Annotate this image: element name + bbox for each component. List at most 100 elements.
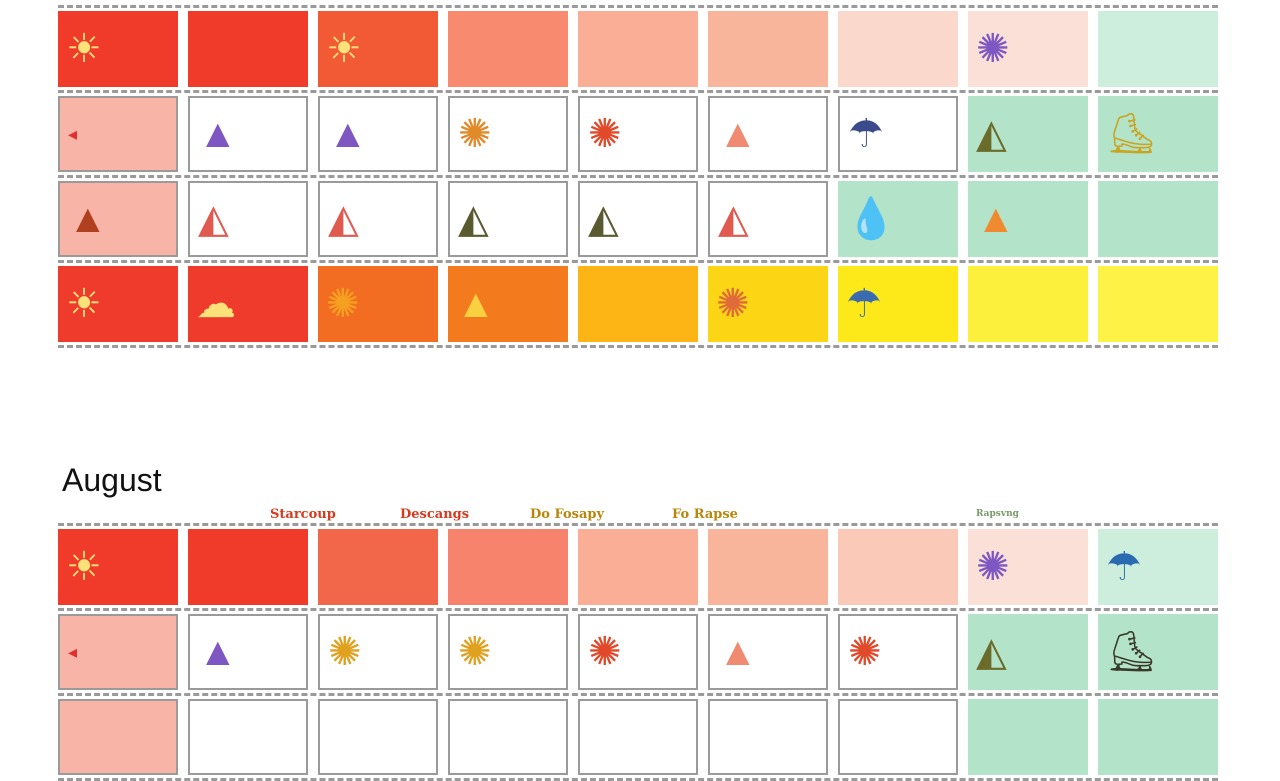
day-cell[interactable] <box>448 11 568 87</box>
day-cell[interactable]: ✺ <box>838 614 958 690</box>
day-cell[interactable]: ☀ <box>318 11 438 87</box>
blob-icon: ▲ <box>456 282 496 326</box>
day-cell[interactable] <box>708 699 828 775</box>
tent-icon: ◭ <box>718 197 749 241</box>
spark-icon: ✺ <box>458 112 492 156</box>
tiny-icon: ◂ <box>68 642 78 662</box>
tent-icon: ◭ <box>198 197 229 241</box>
day-cell[interactable]: ⛸ <box>1098 96 1218 172</box>
day-cell[interactable]: ◭ <box>708 181 828 257</box>
day-cell[interactable] <box>708 11 828 87</box>
day-cell[interactable] <box>1098 699 1218 775</box>
day-cell[interactable]: ☂ <box>1098 529 1218 605</box>
day-cell[interactable]: ✺ <box>318 266 438 342</box>
day-cell[interactable]: ✺ <box>448 96 568 172</box>
day-cell[interactable] <box>708 529 828 605</box>
day-cell[interactable]: ✺ <box>448 614 568 690</box>
day-cell[interactable]: ◂ <box>58 96 178 172</box>
day-cell[interactable] <box>188 529 308 605</box>
calendar-row: ☀ ✺ ☂ <box>58 526 1218 611</box>
day-cell[interactable] <box>578 266 698 342</box>
day-cell[interactable]: ✺ <box>578 96 698 172</box>
calendar-row: ▲ ◭ ◭ ◭ ◭ ◭ 💧 ▲ <box>58 178 1218 263</box>
day-cell[interactable] <box>838 699 958 775</box>
column-header-labels: Starcoup Descangs Do Fosapy Fo Rapse Rap… <box>58 507 1218 523</box>
rain-icon: ☂ <box>846 282 882 326</box>
day-cell[interactable]: ▲ <box>318 96 438 172</box>
day-cell[interactable]: ◭ <box>318 181 438 257</box>
day-cell[interactable]: ✺ <box>968 11 1088 87</box>
spark-icon: ✺ <box>458 630 492 674</box>
day-cell[interactable]: ☂ <box>838 266 958 342</box>
day-cell[interactable] <box>578 699 698 775</box>
day-cell[interactable]: ◭ <box>448 181 568 257</box>
day-cell[interactable]: ◭ <box>968 614 1088 690</box>
spark-icon: ✺ <box>326 282 360 326</box>
day-cell[interactable]: ▲ <box>188 614 308 690</box>
day-cell[interactable] <box>1098 266 1218 342</box>
cloud-icon: ☁ <box>196 282 236 326</box>
day-cell[interactable]: ✺ <box>578 614 698 690</box>
day-cell[interactable] <box>448 529 568 605</box>
day-cell[interactable] <box>58 699 178 775</box>
day-cell[interactable] <box>838 529 958 605</box>
boot-icon: ⛸ <box>1106 112 1157 156</box>
day-cell[interactable] <box>838 11 958 87</box>
day-cell[interactable] <box>318 699 438 775</box>
calendar-row: ☀ ☀ ✺ <box>58 8 1218 93</box>
sun-icon: ☀ <box>326 27 362 71</box>
day-cell[interactable] <box>968 699 1088 775</box>
day-cell[interactable] <box>1098 11 1218 87</box>
spark-icon: ✺ <box>976 545 1010 589</box>
tent-icon: ◭ <box>328 197 359 241</box>
day-cell[interactable] <box>318 529 438 605</box>
day-cell[interactable] <box>578 529 698 605</box>
day-cell[interactable]: ◂ <box>58 614 178 690</box>
day-cell[interactable]: ◭ <box>188 181 308 257</box>
calendar-row: ☀ ☁ ✺ ▲ ✺ ☂ <box>58 263 1218 348</box>
day-cell[interactable]: ⛸ <box>1098 614 1218 690</box>
calendar-grid-august: ☀ ✺ ☂ ◂ ▲ ✺ ✺ ✺ ▲ ✺ ◭ ⛸ <box>58 513 1218 781</box>
blob-icon: ▲ <box>198 112 238 156</box>
calendar-row: ◂ ▲ ✺ ✺ ✺ ▲ ✺ ◭ ⛸ <box>58 611 1218 696</box>
day-cell[interactable] <box>188 11 308 87</box>
weekday-header-strip <box>58 0 1218 8</box>
day-cell[interactable]: ▲ <box>708 614 828 690</box>
spark-icon: ✺ <box>716 282 750 326</box>
day-cell[interactable]: ☀ <box>58 529 178 605</box>
day-cell[interactable] <box>578 11 698 87</box>
day-cell[interactable]: ☀ <box>58 266 178 342</box>
day-cell[interactable]: ◭ <box>968 96 1088 172</box>
day-cell[interactable] <box>448 699 568 775</box>
day-cell[interactable] <box>1098 181 1218 257</box>
day-cell[interactable]: ☂ <box>838 96 958 172</box>
column-header: Descangs <box>400 507 470 522</box>
column-header: Fo Rapse <box>672 507 738 522</box>
spark-icon: ✺ <box>328 630 362 674</box>
tiny-icon: ◂ <box>68 124 78 144</box>
rain-icon: ☂ <box>848 112 884 156</box>
weekday-header-strip <box>58 513 1218 526</box>
day-cell[interactable]: ✺ <box>318 614 438 690</box>
boot-icon: ⛸ <box>1106 630 1157 674</box>
tent-icon: ◭ <box>976 630 1007 674</box>
day-cell[interactable]: 💧 <box>838 181 958 257</box>
blob-icon: ▲ <box>198 630 238 674</box>
day-cell[interactable]: ▲ <box>708 96 828 172</box>
day-cell[interactable]: ▲ <box>188 96 308 172</box>
column-header: Rapsvng <box>976 509 1019 519</box>
day-cell[interactable]: ◭ <box>578 181 698 257</box>
calendar-row <box>58 696 1218 781</box>
day-cell[interactable]: ▲ <box>58 181 178 257</box>
spark-icon: ✺ <box>848 630 882 674</box>
sun-icon: ☀ <box>66 282 102 326</box>
day-cell[interactable]: ☀ <box>58 11 178 87</box>
day-cell[interactable]: ▲ <box>968 181 1088 257</box>
day-cell[interactable] <box>188 699 308 775</box>
blob-icon: ▲ <box>718 630 758 674</box>
day-cell[interactable] <box>968 266 1088 342</box>
day-cell[interactable]: ✺ <box>708 266 828 342</box>
day-cell[interactable]: ✺ <box>968 529 1088 605</box>
day-cell[interactable]: ☁ <box>188 266 308 342</box>
day-cell[interactable]: ▲ <box>448 266 568 342</box>
